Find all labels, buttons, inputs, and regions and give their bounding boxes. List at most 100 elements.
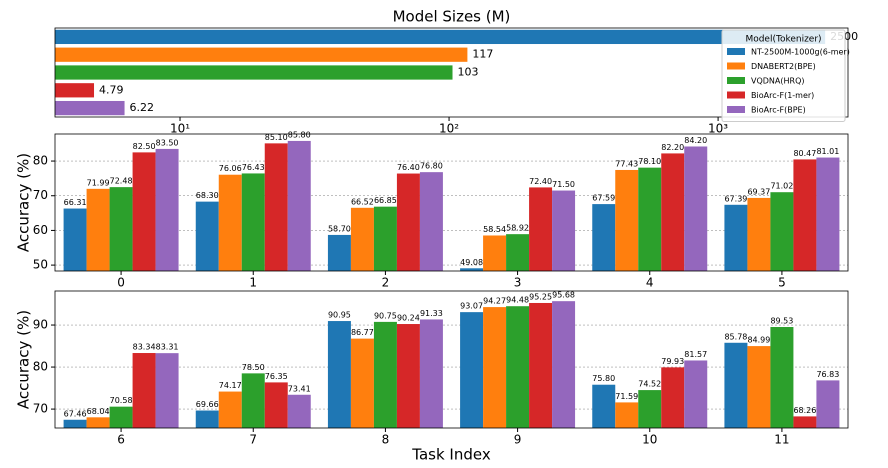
- y-axis-label: Accuracy (%): [15, 310, 33, 409]
- x-tick-label: 5: [778, 276, 786, 290]
- bar: [638, 167, 662, 271]
- value-label: 80.47: [793, 149, 816, 158]
- value-label: 85.78: [724, 332, 747, 341]
- bar: [195, 410, 219, 428]
- bar: [552, 190, 576, 271]
- bar: [460, 312, 484, 428]
- value-label: 78.10: [638, 157, 661, 166]
- value-label: 83.34: [133, 343, 156, 352]
- value-label: 117: [472, 48, 493, 61]
- bar: [264, 382, 288, 428]
- bar: [86, 417, 110, 428]
- bar: [132, 152, 156, 271]
- bar: [109, 406, 133, 428]
- bar: [287, 394, 311, 428]
- bar: [552, 301, 576, 428]
- value-label: 67.39: [724, 194, 747, 203]
- bar: [483, 307, 507, 428]
- value-label: 49.08: [460, 258, 483, 267]
- value-label: 82.50: [133, 142, 156, 151]
- bar: [63, 208, 87, 271]
- value-label: 74.52: [638, 380, 661, 389]
- value-label: 84.99: [747, 336, 770, 345]
- value-label: 76.06: [219, 164, 242, 173]
- value-label: 72.48: [110, 177, 133, 186]
- value-label: 91.33: [420, 309, 443, 318]
- value-label: 95.25: [529, 292, 552, 301]
- legend-title: Model(Tokenizer): [745, 35, 821, 45]
- bar: [86, 188, 110, 271]
- x-tick-label: 7: [249, 433, 257, 447]
- value-label: 71.59: [615, 392, 638, 401]
- value-label: 69.66: [196, 400, 219, 409]
- value-label: 67.46: [64, 409, 87, 418]
- y-tick-label: 80: [33, 360, 48, 374]
- bar: [661, 367, 685, 428]
- value-label: 69.37: [747, 187, 770, 196]
- bar: [460, 268, 484, 271]
- y-tick-label: 70: [33, 402, 48, 416]
- value-label: 72.40: [529, 177, 552, 186]
- x-tick-label: 3: [514, 276, 522, 290]
- x-tick-label: 1: [249, 276, 257, 290]
- x-tick-label: 6: [117, 433, 125, 447]
- value-label: 76.40: [397, 163, 420, 172]
- bar: [264, 143, 288, 271]
- x-tick-label: 2: [382, 276, 390, 290]
- bar: [419, 172, 443, 271]
- bar: [55, 83, 95, 98]
- bar: [684, 146, 708, 271]
- value-label: 83.50: [156, 138, 179, 147]
- bar: [724, 342, 748, 428]
- bar: [615, 169, 639, 271]
- x-tick-label: 10³: [708, 122, 728, 136]
- bar: [747, 197, 771, 271]
- y-tick-label: 70: [33, 188, 48, 202]
- value-label: 76.43: [242, 163, 265, 172]
- y-tick-label: 50: [33, 258, 48, 272]
- legend-label: NT-2500M-1000g(6-mer): [751, 48, 850, 57]
- bar: [155, 353, 179, 428]
- legend-box: [721, 29, 846, 122]
- bar: [218, 391, 242, 428]
- bar: [724, 204, 748, 271]
- value-label: 86.77: [351, 328, 374, 337]
- value-label: 66.85: [374, 196, 397, 205]
- legend-label: DNABERT2(BPE): [751, 62, 816, 71]
- bar: [661, 153, 685, 271]
- value-label: 70.58: [110, 396, 133, 405]
- bar: [592, 384, 616, 428]
- y-tick-label: 60: [33, 223, 48, 237]
- bar: [350, 207, 374, 271]
- value-label: 82.20: [661, 143, 684, 152]
- x-axis-label: Task Index: [411, 446, 491, 464]
- legend-swatch: [727, 62, 745, 70]
- value-label: 76.35: [265, 372, 288, 381]
- legend-swatch: [727, 48, 745, 55]
- bar: [195, 201, 219, 271]
- value-label: 58.92: [506, 224, 529, 233]
- value-label: 90.95: [328, 311, 351, 320]
- value-label: 76.80: [420, 162, 443, 171]
- bar: [592, 204, 616, 271]
- value-label: 90.24: [397, 314, 420, 323]
- value-label: 76.83: [816, 370, 839, 379]
- axes-frame: [54, 27, 849, 118]
- legend-label: BioArc-F(1-mer): [751, 91, 814, 100]
- value-label: 90.75: [374, 311, 397, 320]
- bar: [770, 192, 794, 271]
- bar: [327, 234, 351, 271]
- value-label: 83.31: [156, 343, 179, 352]
- axes-frame: [54, 290, 849, 429]
- value-label: 71.50: [552, 180, 575, 189]
- bar: [684, 360, 708, 428]
- bar: [155, 148, 179, 271]
- x-tick-label: 4: [646, 276, 654, 290]
- bar: [529, 187, 553, 271]
- value-label: 6.22: [130, 101, 155, 114]
- value-label: 78.50: [242, 363, 265, 372]
- value-label: 95.68: [552, 291, 575, 300]
- bar: [327, 321, 351, 428]
- legend-label: VQDNA(HRQ): [751, 77, 805, 86]
